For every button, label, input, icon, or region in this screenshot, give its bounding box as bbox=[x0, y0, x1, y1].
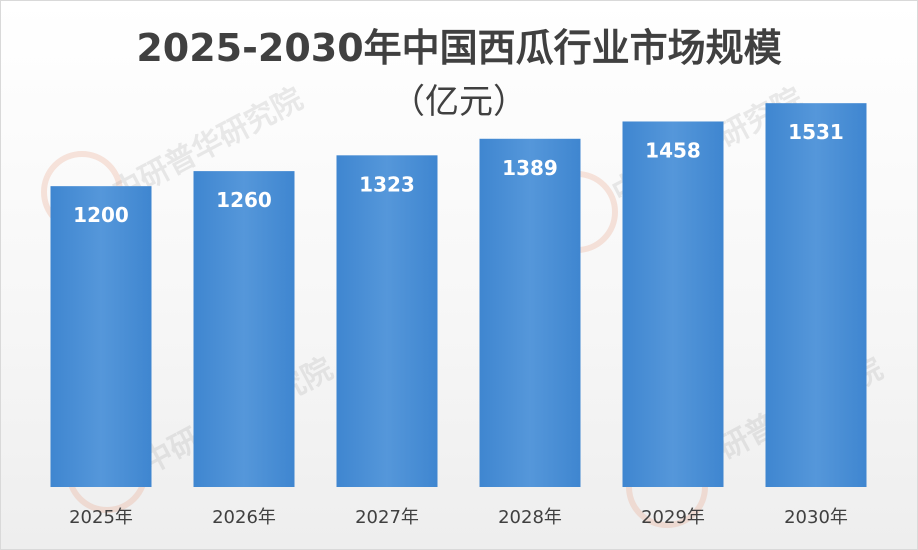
data-label: 1323 bbox=[359, 172, 415, 196]
x-tick-label: 2025年 bbox=[69, 507, 133, 528]
chart-title: 2025-2030年中国西瓜行业市场规模 bbox=[136, 26, 782, 70]
x-tick-label: 2029年 bbox=[641, 507, 705, 528]
bar-2029年 bbox=[622, 121, 724, 487]
x-tick-label: 2027年 bbox=[355, 507, 419, 528]
bar-2026年 bbox=[193, 171, 295, 488]
bar-2025年 bbox=[50, 186, 152, 487]
chart-unit: （亿元） bbox=[391, 82, 527, 122]
data-label: 1458 bbox=[645, 138, 701, 162]
data-label: 1260 bbox=[216, 188, 272, 212]
bar-2030年 bbox=[765, 103, 867, 488]
bar-2028年 bbox=[479, 138, 581, 487]
data-label: 1531 bbox=[788, 120, 844, 144]
x-tick-label: 2030年 bbox=[784, 507, 848, 528]
x-tick-label: 2028年 bbox=[498, 507, 562, 528]
data-label: 1200 bbox=[73, 203, 129, 227]
data-label: 1389 bbox=[502, 156, 558, 180]
x-tick-label: 2026年 bbox=[212, 507, 276, 528]
bar-2027年 bbox=[336, 155, 438, 487]
